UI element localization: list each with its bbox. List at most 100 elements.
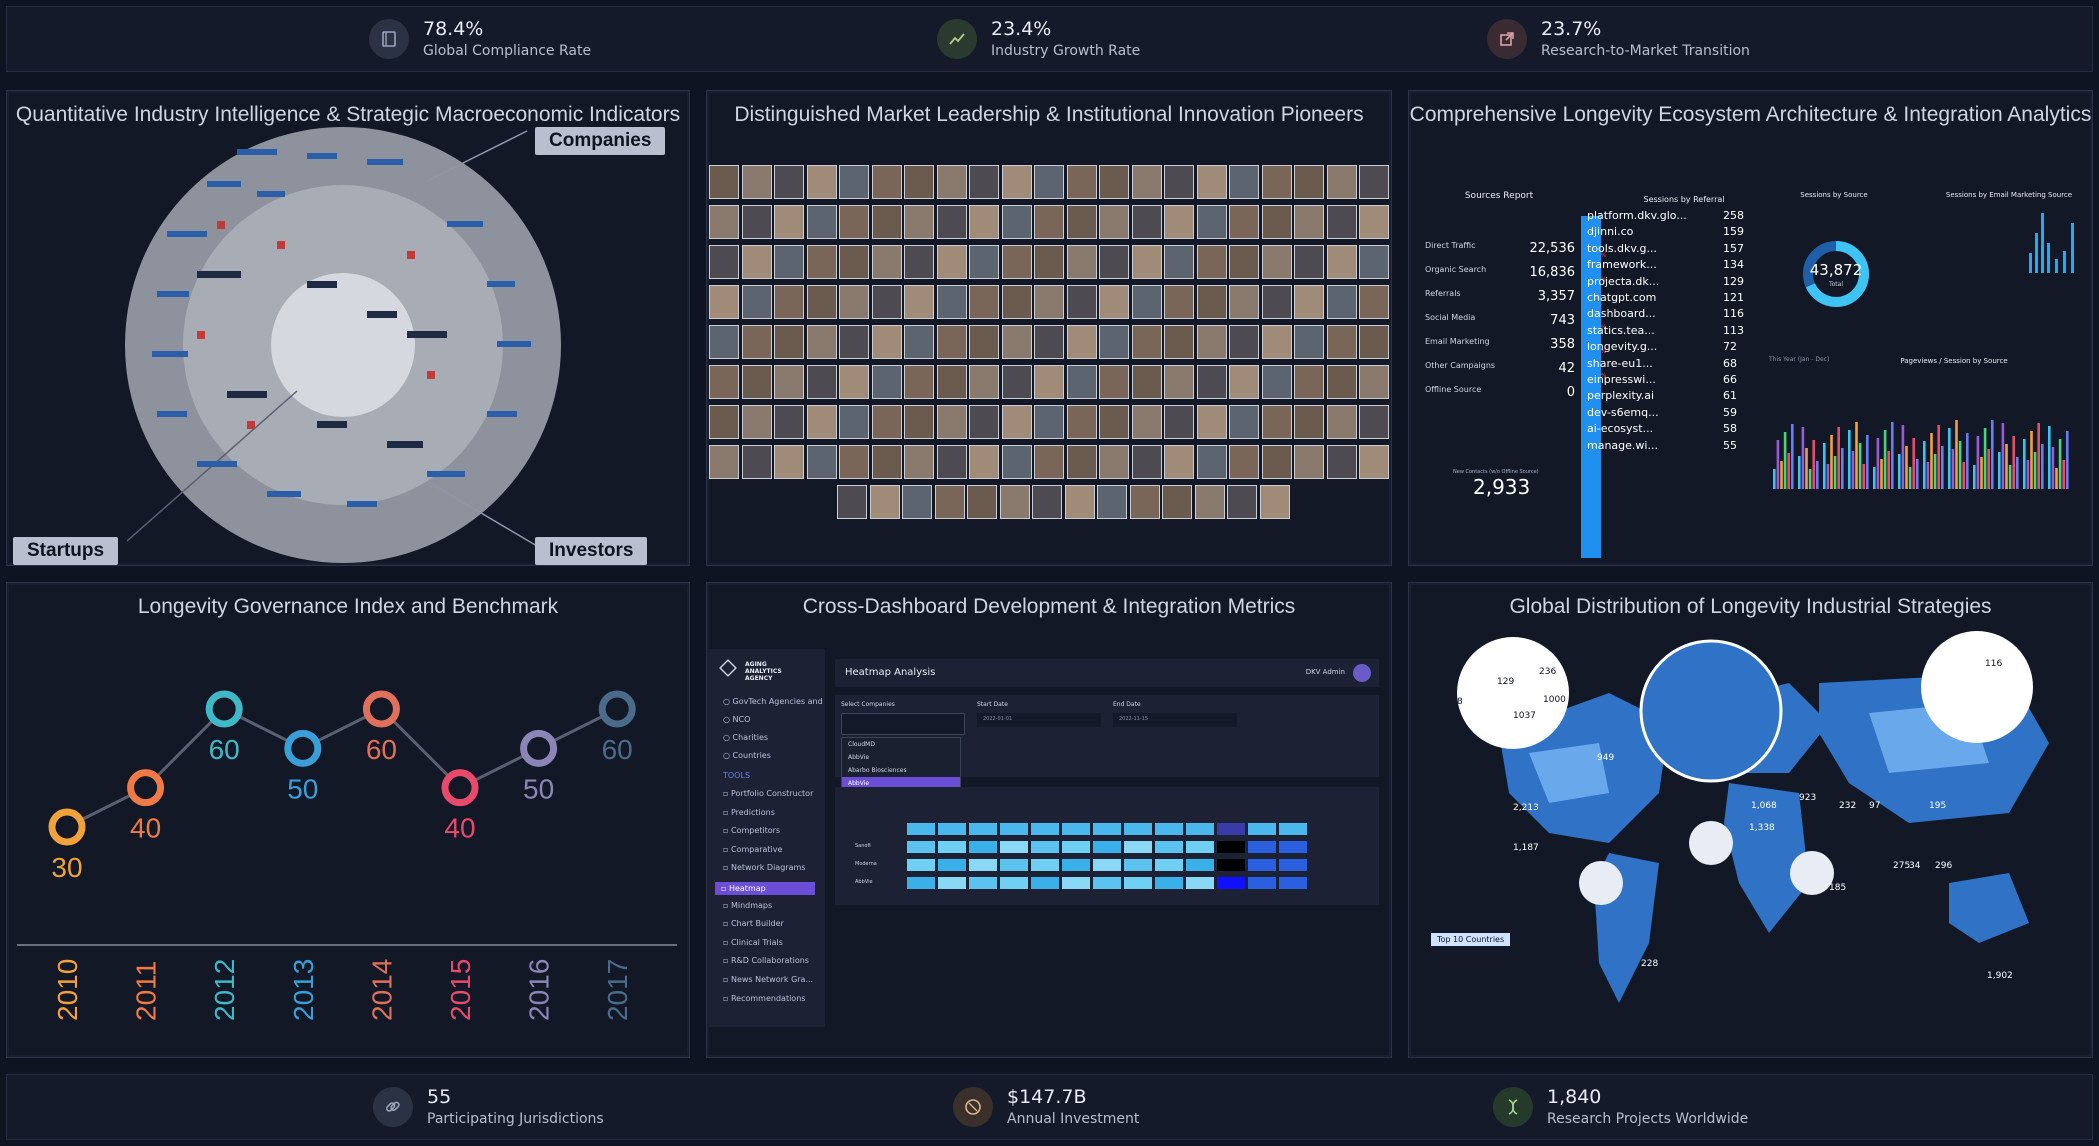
end-date-input[interactable]: 2022-11-15 <box>1113 713 1237 727</box>
portrait-tile[interactable] <box>969 245 999 279</box>
heatmap-cell[interactable] <box>1124 859 1152 871</box>
portrait-tile[interactable] <box>1294 245 1324 279</box>
portrait-tile[interactable] <box>1294 285 1324 319</box>
heatmap-cell[interactable] <box>1124 823 1152 835</box>
portrait-tile[interactable] <box>1196 165 1227 199</box>
heatmap-cell[interactable] <box>1031 859 1059 871</box>
portrait-tile[interactable] <box>741 165 772 199</box>
tool-item[interactable]: ▫ News Network Gra... <box>723 975 814 984</box>
portrait-tile[interactable] <box>1326 365 1357 399</box>
portrait-tile[interactable] <box>1229 445 1259 479</box>
heatmap-cell[interactable] <box>1093 877 1121 889</box>
portrait-tile[interactable] <box>902 485 932 519</box>
heatmap-cell[interactable] <box>907 859 935 871</box>
portrait-tile[interactable] <box>904 365 934 399</box>
portrait-tile[interactable] <box>1359 405 1389 439</box>
portrait-tile[interactable] <box>1164 405 1194 439</box>
portrait-tile[interactable] <box>1259 485 1290 519</box>
portrait-tile[interactable] <box>709 445 739 479</box>
portrait-tile[interactable] <box>1131 205 1162 239</box>
portrait-tile[interactable] <box>806 365 837 399</box>
portrait-tile[interactable] <box>1034 325 1064 359</box>
portrait-tile[interactable] <box>1001 165 1032 199</box>
portrait-tile[interactable] <box>871 245 902 279</box>
portrait-tile[interactable] <box>871 285 902 319</box>
portrait-tile[interactable] <box>741 245 772 279</box>
portrait-tile[interactable] <box>871 205 902 239</box>
portrait-tile[interactable] <box>1294 165 1324 199</box>
portrait-tile[interactable] <box>1162 485 1192 519</box>
portrait-tile[interactable] <box>1359 445 1389 479</box>
portrait-tile[interactable] <box>1131 405 1162 439</box>
portrait-tile[interactable] <box>1066 445 1097 479</box>
portrait-tile[interactable] <box>1131 165 1162 199</box>
heatmap-cell[interactable] <box>969 859 997 871</box>
portrait-tile[interactable] <box>839 245 869 279</box>
portrait-tile[interactable] <box>1034 205 1064 239</box>
portrait-tile[interactable] <box>1099 205 1129 239</box>
portrait-tile[interactable] <box>1229 285 1259 319</box>
panel-ecosystem-analytics[interactable]: Comprehensive Longevity Ecosystem Archit… <box>1408 90 2093 566</box>
heatmap-cell[interactable] <box>938 859 966 871</box>
portrait-tile[interactable] <box>1294 365 1324 399</box>
portrait-tile[interactable] <box>1099 245 1129 279</box>
portrait-tile[interactable] <box>741 405 772 439</box>
portrait-tile[interactable] <box>1194 485 1225 519</box>
avatar[interactable] <box>1353 664 1371 682</box>
heatmap-cell[interactable] <box>1062 877 1090 889</box>
heatmap-cell[interactable] <box>1155 877 1183 889</box>
portrait-tile[interactable] <box>774 285 804 319</box>
portrait-tile[interactable] <box>839 445 869 479</box>
portrait-tile[interactable] <box>709 245 739 279</box>
portrait-tile[interactable] <box>1326 325 1357 359</box>
portrait-tile[interactable] <box>1359 165 1389 199</box>
portrait-tile[interactable] <box>1294 405 1324 439</box>
heatmap-cell[interactable] <box>1248 841 1276 853</box>
portrait-tile[interactable] <box>904 405 934 439</box>
portrait-tile[interactable] <box>1064 485 1095 519</box>
portrait-tile[interactable] <box>936 285 967 319</box>
heatmap-cell[interactable] <box>1031 841 1059 853</box>
start-date-input[interactable]: 2022-01-01 <box>977 713 1101 727</box>
dropdown-option[interactable]: Abarbo Biosciences <box>848 767 907 774</box>
heatmap-cell[interactable] <box>938 841 966 853</box>
portrait-tile[interactable] <box>1001 205 1032 239</box>
portrait-tile[interactable] <box>709 325 739 359</box>
portrait-tile[interactable] <box>774 405 804 439</box>
heatmap-cell[interactable] <box>1031 877 1059 889</box>
portrait-tile[interactable] <box>1099 165 1129 199</box>
portrait-tile[interactable] <box>709 165 739 199</box>
heatmap-cell[interactable] <box>1186 877 1214 889</box>
portrait-tile[interactable] <box>1326 245 1357 279</box>
portrait-tile[interactable] <box>1164 205 1194 239</box>
portrait-tile[interactable] <box>1066 285 1097 319</box>
portrait-tile[interactable] <box>1326 405 1357 439</box>
portrait-tile[interactable] <box>806 405 837 439</box>
portrait-tile[interactable] <box>1066 405 1097 439</box>
tool-item[interactable]: ▫ Predictions <box>723 807 775 817</box>
portrait-tile[interactable] <box>1229 365 1259 399</box>
panel-market-leaders[interactable]: Distinguished Market Leadership & Instit… <box>706 90 1392 566</box>
nav-item[interactable]: ○ GovTech Agencies and <box>723 697 823 706</box>
portrait-tile[interactable] <box>1099 325 1129 359</box>
portrait-tile[interactable] <box>839 365 869 399</box>
heatmap-cell[interactable] <box>1000 823 1028 835</box>
portrait-tile[interactable] <box>969 405 999 439</box>
heatmap-cell[interactable] <box>1155 823 1183 835</box>
heatmap-cell[interactable] <box>1217 877 1245 889</box>
tool-item[interactable]: ▫ Heatmap <box>715 882 815 895</box>
portrait-tile[interactable] <box>969 365 999 399</box>
portrait-tile[interactable] <box>936 245 967 279</box>
portrait-tile[interactable] <box>969 165 999 199</box>
panel-global-distribution[interactable]: Global Distribution of Longevity Industr… <box>1408 582 2093 1058</box>
heatmap-cell[interactable] <box>1186 841 1214 853</box>
portrait-tile[interactable] <box>936 445 967 479</box>
portrait-tile[interactable] <box>839 405 869 439</box>
nav-item[interactable]: ○ Countries <box>723 751 771 760</box>
portrait-tile[interactable] <box>774 365 804 399</box>
portrait-tile[interactable] <box>806 205 837 239</box>
tool-item[interactable]: ▫ Comparative <box>723 844 783 854</box>
portrait-tile[interactable] <box>1001 445 1032 479</box>
portrait-tile[interactable] <box>969 445 999 479</box>
portrait-tile[interactable] <box>1326 205 1357 239</box>
